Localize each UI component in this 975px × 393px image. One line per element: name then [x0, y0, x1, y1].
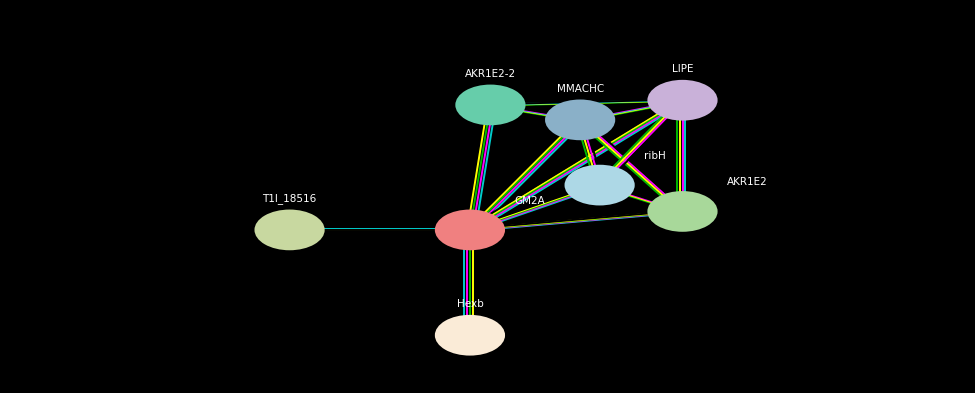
Ellipse shape: [545, 99, 615, 140]
Text: AKR1E2: AKR1E2: [727, 177, 768, 187]
Text: Hexb: Hexb: [456, 299, 484, 309]
Text: LIPE: LIPE: [672, 64, 693, 74]
Text: GM2A: GM2A: [515, 196, 546, 206]
Ellipse shape: [647, 191, 718, 232]
Text: MMACHC: MMACHC: [557, 84, 604, 94]
Text: ribH: ribH: [644, 151, 666, 161]
Ellipse shape: [565, 165, 635, 206]
Ellipse shape: [647, 80, 718, 121]
Text: T1l_18516: T1l_18516: [262, 193, 317, 204]
Ellipse shape: [435, 209, 505, 250]
Ellipse shape: [455, 84, 526, 125]
Text: AKR1E2-2: AKR1E2-2: [465, 69, 516, 79]
Ellipse shape: [435, 315, 505, 356]
Ellipse shape: [254, 209, 325, 250]
